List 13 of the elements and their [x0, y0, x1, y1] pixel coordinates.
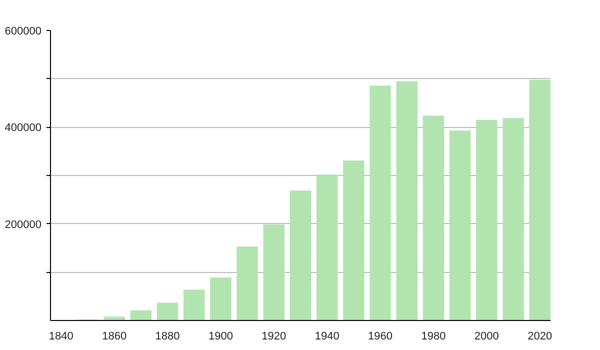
y-tick-label: 200000 [4, 218, 42, 231]
x-tick-label: 1940 [314, 330, 340, 342]
x-tick-label: 1960 [368, 330, 393, 342]
y-tick-label: 400000 [4, 122, 42, 134]
x-tick-label: 1900 [208, 330, 233, 342]
x-tick-label: 1880 [155, 330, 180, 342]
x-tick-label: 2000 [474, 330, 499, 342]
x-tick-label: 1860 [102, 330, 127, 342]
x-tick-label: 1840 [48, 330, 74, 342]
x-tick-label: 1980 [421, 330, 446, 342]
x-tick-label: 1920 [262, 330, 286, 342]
y-tick-label: 600000 [4, 26, 42, 38]
x-tick-label: 2020 [528, 330, 552, 342]
